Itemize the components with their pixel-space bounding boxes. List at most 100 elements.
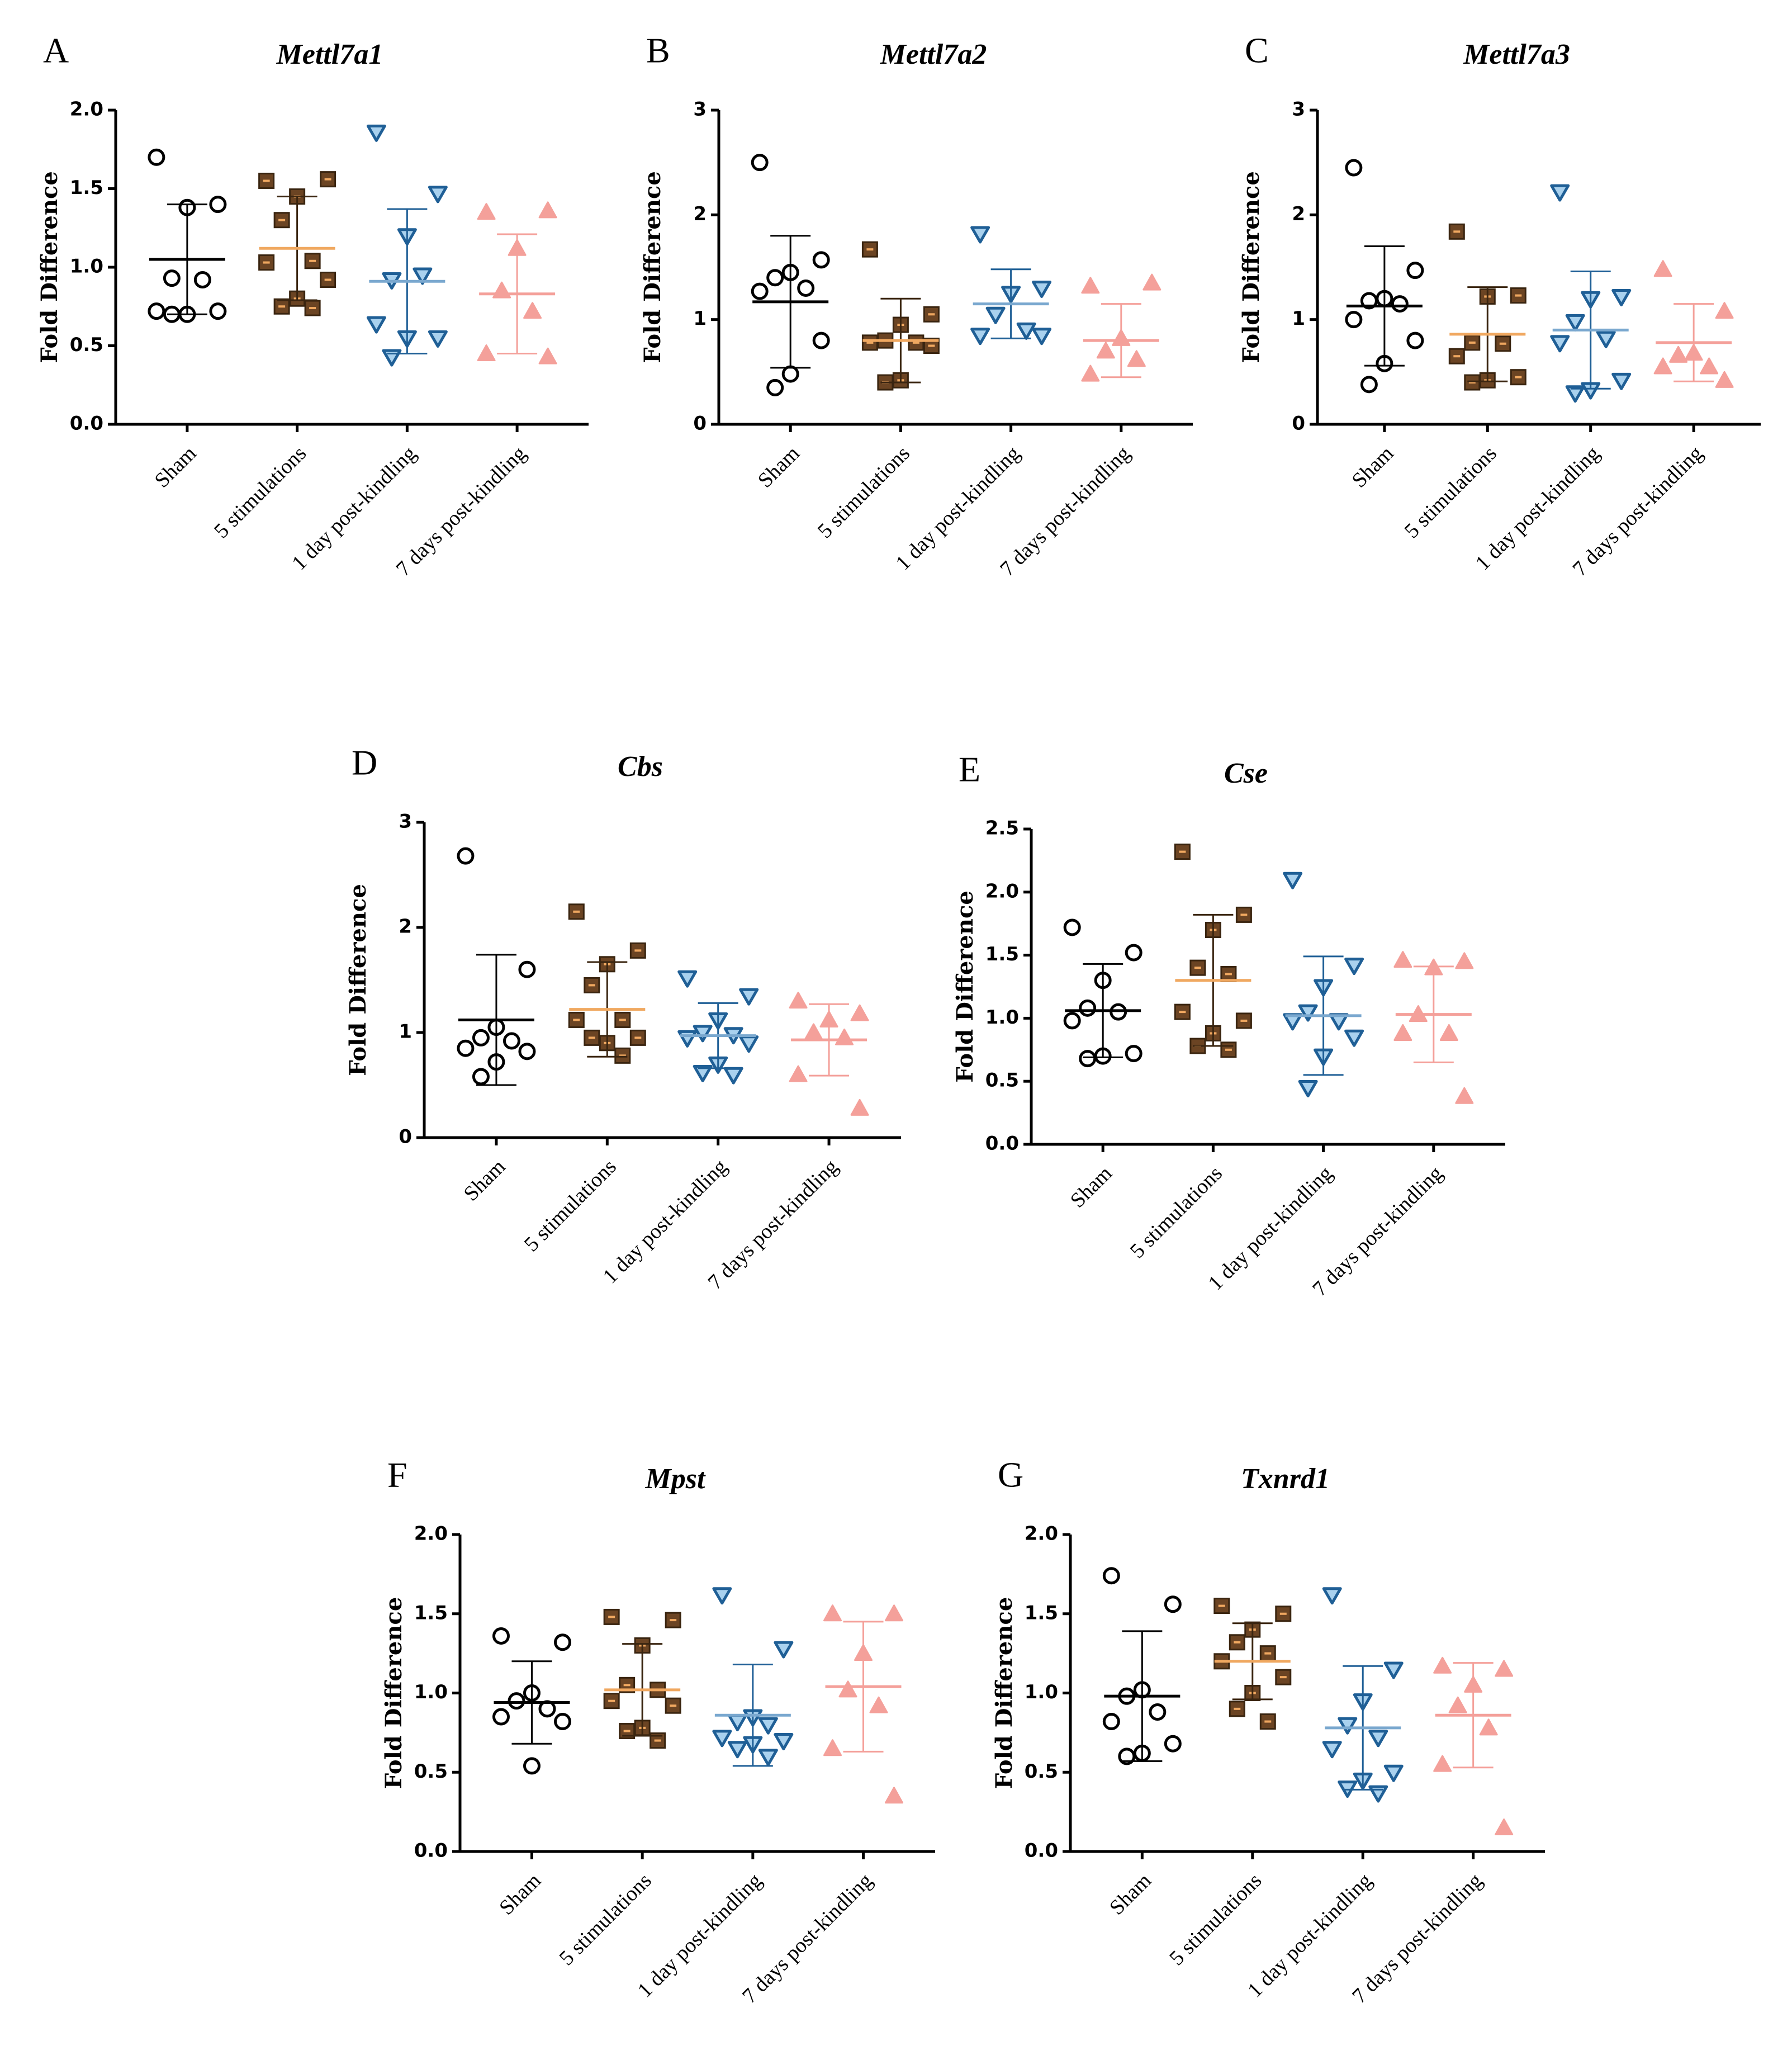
- data-point: [584, 977, 600, 993]
- panel-title: Mettl7a1: [276, 39, 383, 70]
- square-marker-inner: [619, 1054, 626, 1057]
- data-point: [1081, 364, 1100, 382]
- data-point: [1495, 1818, 1514, 1835]
- data-point: [908, 334, 925, 351]
- data-point: [523, 1757, 541, 1775]
- y-tick-label: 1: [693, 307, 707, 330]
- data-point: [413, 267, 433, 285]
- square-marker: [568, 903, 585, 920]
- y-tick-label: 0.0: [1025, 1840, 1058, 1862]
- y-tick-label: 2: [399, 916, 412, 938]
- square-marker-inner: [1240, 1019, 1248, 1022]
- x-tick-label: 5 stimulations: [1400, 442, 1501, 543]
- data-point: [1164, 1735, 1182, 1753]
- data-point: [508, 1692, 525, 1710]
- data-point: [1495, 1660, 1514, 1677]
- data-point: [970, 328, 990, 345]
- data-point: [812, 332, 830, 349]
- square-marker-inner: [309, 259, 316, 262]
- data-point: [1142, 273, 1162, 291]
- square-marker-inner: [573, 1019, 580, 1021]
- panel-letter: A: [43, 31, 69, 70]
- square-marker-inner: [1179, 850, 1186, 853]
- y-axis-label: Fold Difference: [952, 891, 978, 1083]
- data-point: [320, 171, 336, 188]
- data-point: [1611, 288, 1632, 306]
- data-point: [258, 172, 275, 189]
- data-point: [1032, 328, 1052, 345]
- panel-letter: F: [387, 1455, 407, 1495]
- data-point: [457, 1039, 475, 1057]
- data-point: [1220, 965, 1237, 982]
- data-point: [1448, 348, 1465, 364]
- data-point: [518, 1043, 536, 1060]
- data-point: [766, 378, 784, 396]
- y-tick-label: 1: [399, 1021, 412, 1043]
- data-point: [629, 942, 646, 959]
- data-point: [1360, 376, 1378, 394]
- data-point: [1368, 1730, 1388, 1748]
- y-tick-label: 1.0: [414, 1681, 448, 1703]
- panel-title: Mettl7a3: [1463, 39, 1570, 70]
- square-marker: [320, 171, 336, 188]
- y-axis-label: Fold Difference: [345, 884, 371, 1076]
- square-marker-inner: [263, 261, 270, 264]
- data-point: [1550, 335, 1570, 353]
- panel-letter: D: [352, 743, 377, 783]
- panel-title: Cbs: [618, 751, 663, 783]
- data-point: [1229, 1634, 1245, 1651]
- data-point: [861, 241, 878, 258]
- data-point: [1653, 260, 1672, 277]
- data-point: [366, 124, 386, 142]
- data-point: [523, 302, 542, 319]
- data-point: [1464, 374, 1481, 391]
- square-marker-inner: [1218, 1604, 1225, 1607]
- square-marker-inner: [623, 1684, 630, 1687]
- data-point: [304, 253, 321, 269]
- y-tick-label: 2.0: [1025, 1523, 1058, 1545]
- square-marker-inner: [1179, 1011, 1186, 1014]
- y-axis-label: Fold Difference: [381, 1597, 407, 1789]
- data-point: [1360, 292, 1378, 310]
- square-marker-inner: [1499, 342, 1506, 345]
- square-marker-inner: [278, 305, 286, 308]
- data-point: [1391, 295, 1409, 313]
- data-point: [1510, 369, 1526, 386]
- y-tick-label: 1.0: [70, 255, 103, 278]
- data-point: [1344, 958, 1364, 975]
- square-marker-inner: [634, 1036, 642, 1039]
- x-tick-label: 5 stimulations: [554, 1869, 656, 1970]
- data-point: [492, 1708, 510, 1726]
- y-tick-label: 2.0: [70, 98, 103, 121]
- data-point: [492, 1627, 510, 1645]
- data-point: [766, 269, 784, 287]
- data-point: [1433, 1755, 1452, 1772]
- data-point: [774, 1641, 794, 1659]
- data-point: [568, 903, 585, 920]
- data-point: [823, 1739, 842, 1756]
- y-tick-label: 0: [1292, 413, 1305, 435]
- y-tick-label: 0.5: [1025, 1760, 1058, 1783]
- data-point: [1715, 371, 1734, 388]
- data-point: [850, 1004, 869, 1021]
- y-axis-label: Fold Difference: [1238, 171, 1264, 363]
- y-tick-label: 1.5: [70, 177, 103, 199]
- data-point: [774, 1733, 794, 1751]
- panel-letter: E: [959, 750, 980, 789]
- data-point: [1715, 302, 1734, 319]
- square-marker-inner: [1240, 913, 1248, 916]
- square-marker: [320, 271, 336, 288]
- data-point: [693, 1064, 713, 1082]
- square-marker-inner: [619, 1019, 626, 1021]
- square-marker-inner: [573, 910, 580, 913]
- data-point: [603, 1608, 620, 1625]
- square-marker-inner: [1234, 1641, 1241, 1644]
- y-tick-label: 2.0: [414, 1523, 448, 1545]
- square-marker-inner: [309, 307, 316, 310]
- y-tick-label: 2: [693, 203, 707, 225]
- data-point: [723, 1067, 743, 1085]
- y-tick-label: 0.5: [70, 334, 103, 356]
- y-tick-label: 1.0: [1025, 1681, 1058, 1703]
- square-marker-inner: [634, 949, 642, 952]
- data-point: [739, 1035, 759, 1053]
